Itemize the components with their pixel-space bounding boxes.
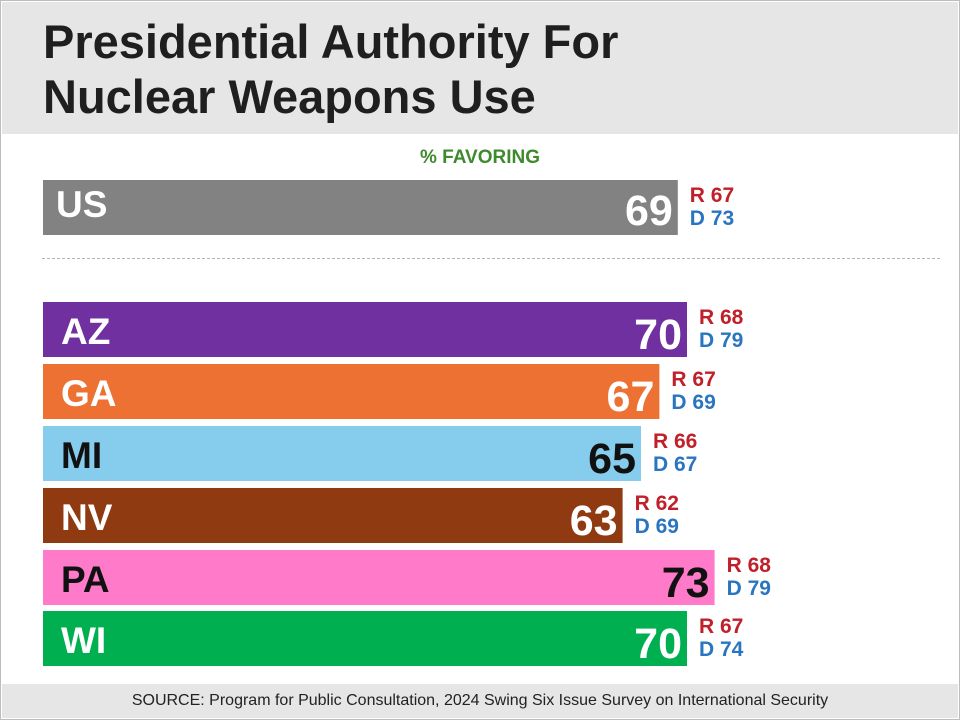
bar-wi (43, 611, 687, 666)
r-value-ga: R 67 (671, 368, 715, 391)
chart-title: Presidential Authority For Nuclear Weapo… (43, 14, 618, 124)
d-value-pa: D 79 (727, 577, 771, 600)
bar-pa (43, 550, 715, 605)
chart-subtitle: % FAVORING (420, 147, 540, 168)
chart-title-line-2: Nuclear Weapons Use (43, 70, 536, 123)
bar-nv (43, 488, 623, 543)
bar-value-pa: 73 (662, 559, 710, 607)
source-footer: SOURCE: Program for Public Consultation,… (2, 684, 958, 718)
dashed-divider (42, 258, 940, 259)
bar-label-nv: NV (61, 497, 113, 538)
d-value-nv: D 69 (635, 515, 679, 538)
bar-value-mi: 65 (588, 435, 636, 483)
r-value-nv: R 62 (635, 492, 679, 515)
bar-value-wi: 70 (634, 620, 682, 668)
bar-value-ga: 67 (607, 373, 655, 421)
r-value-wi: R 67 (699, 615, 743, 638)
bar-label-us: US (56, 184, 107, 225)
r-value-pa: R 68 (727, 554, 772, 577)
r-value-mi: R 66 (653, 430, 697, 453)
d-value-wi: D 74 (699, 638, 744, 661)
d-value-mi: D 67 (653, 453, 697, 476)
bar-az (43, 302, 687, 357)
bar-label-az: AZ (61, 311, 110, 352)
bar-us (43, 180, 678, 235)
bar-mi (43, 426, 641, 481)
bar-label-wi: WI (61, 620, 106, 661)
bar-value-us: 69 (625, 187, 673, 235)
bar-value-nv: 63 (570, 497, 618, 545)
title-banner: Presidential Authority For Nuclear Weapo… (2, 2, 958, 134)
r-value-az: R 68 (699, 306, 744, 329)
chart-title-line-1: Presidential Authority For (43, 15, 619, 68)
bar-value-az: 70 (634, 311, 682, 359)
r-value-us: R 67 (690, 184, 734, 207)
bar-label-pa: PA (61, 559, 110, 600)
bar-ga (43, 364, 660, 419)
d-value-ga: D 69 (671, 391, 715, 414)
bar-label-mi: MI (61, 435, 102, 476)
bar-label-ga: GA (61, 373, 117, 414)
d-value-us: D 73 (690, 207, 734, 230)
d-value-az: D 79 (699, 329, 743, 352)
